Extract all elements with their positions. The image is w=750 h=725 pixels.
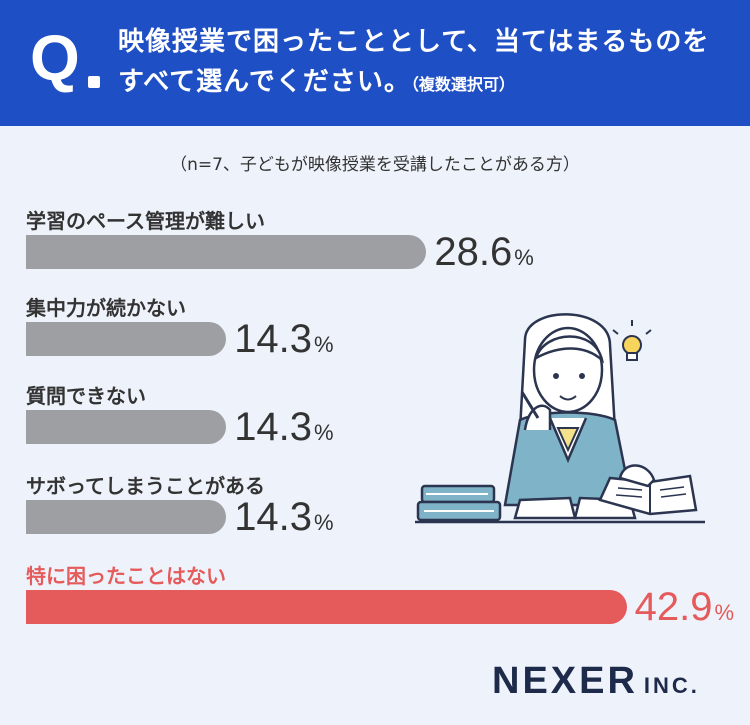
bar-value-label: 14.3% xyxy=(234,407,333,453)
bar-label: 質問できない xyxy=(26,384,146,408)
bar-value-label: 28.6% xyxy=(434,232,533,278)
brand-inc: INC. xyxy=(643,673,700,698)
question-note: （複数選択可） xyxy=(410,75,515,94)
bar xyxy=(26,322,227,356)
sample-note: （n=7、子どもが映像授業を受講したことがある方） xyxy=(170,155,580,175)
brand-logo: NEXER INC. xyxy=(492,660,700,703)
q-mark: Q xyxy=(30,22,80,94)
bar xyxy=(26,590,627,624)
question-text: 映像授業で困ったこととして、当てはまるものをすべて選んでください。（複数選択可） xyxy=(118,22,733,105)
q-dot xyxy=(88,76,100,88)
bar-value-number: 28.6 xyxy=(434,230,513,274)
bar-value-number: 14.3 xyxy=(234,317,313,361)
bar-value-unit: % xyxy=(314,332,334,357)
bar-value-unit: % xyxy=(714,600,735,625)
bar-value-unit: % xyxy=(314,420,334,445)
question-main: 映像授業で困ったこととして、当てはまるものをすべて選んでください。 xyxy=(118,27,710,97)
brand-main: NEXER xyxy=(492,660,638,702)
bar xyxy=(26,500,227,534)
bar-value-number: 14.3 xyxy=(234,495,313,539)
bar-label: サボってしまうことがある xyxy=(26,474,265,498)
bar-value-number: 42.9 xyxy=(634,585,713,629)
bar-value-label: 14.3% xyxy=(234,497,333,543)
bar-value-label: 42.9% xyxy=(635,587,734,633)
bar-value-label: 14.3% xyxy=(234,319,333,365)
student-studying-illustration xyxy=(415,313,705,524)
bar xyxy=(26,410,227,444)
bar-value-number: 14.3 xyxy=(234,405,313,449)
bar-label: 学習のペース管理が難しい xyxy=(26,209,265,233)
bar-label: 特に困ったことはない xyxy=(26,564,226,588)
bar xyxy=(26,235,427,269)
bar-label: 集中力が続かない xyxy=(26,296,186,320)
bar-value-unit: % xyxy=(514,245,534,270)
bar-value-unit: % xyxy=(314,510,334,535)
question-header: Q 映像授業で困ったこととして、当てはまるものをすべて選んでください。（複数選択… xyxy=(0,0,750,126)
